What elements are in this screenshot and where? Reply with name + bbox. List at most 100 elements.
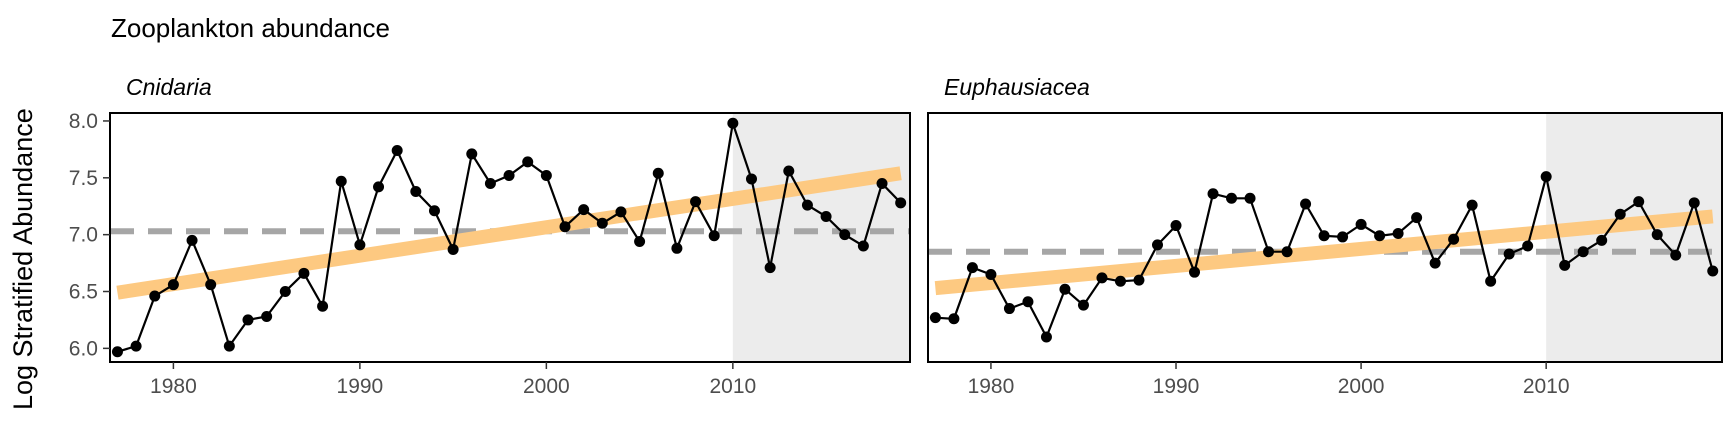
- data-point: [1022, 296, 1034, 308]
- trend-line: [116, 166, 902, 300]
- data-point: [1040, 331, 1052, 343]
- data-point: [1466, 199, 1478, 211]
- data-point: [242, 314, 254, 326]
- y-tick-label: 7.5: [69, 167, 98, 190]
- chart-title: Zooplankton abundance: [111, 13, 391, 43]
- data-point: [1374, 230, 1386, 242]
- data-point: [335, 175, 347, 187]
- data-point: [317, 300, 329, 312]
- trend-line: [934, 209, 1714, 296]
- data-point: [540, 170, 552, 182]
- data-point: [876, 177, 888, 189]
- shaded-period: [1546, 113, 1722, 362]
- data-point: [1392, 228, 1404, 240]
- data-point: [1522, 240, 1534, 252]
- x-tick-label: 1980: [968, 375, 1015, 398]
- data-point: [559, 221, 571, 233]
- data-point: [1355, 218, 1367, 230]
- data-point: [373, 181, 385, 193]
- data-point: [1651, 229, 1663, 241]
- data-point: [895, 197, 907, 209]
- data-point: [484, 177, 496, 189]
- data-point: [1670, 249, 1682, 261]
- y-tick-label: 8.0: [69, 110, 98, 133]
- y-tick-label: 6.0: [69, 337, 98, 360]
- panel-strip-label: Euphausiacea: [944, 74, 1090, 100]
- data-point: [466, 148, 478, 160]
- data-point: [205, 279, 217, 291]
- data-point: [1059, 283, 1071, 295]
- data-point: [1096, 272, 1108, 284]
- y-tick-label: 7.0: [69, 224, 98, 247]
- data-point: [223, 340, 235, 352]
- data-point: [820, 210, 832, 222]
- data-point: [671, 242, 683, 254]
- data-point: [839, 229, 851, 241]
- plot-area: [928, 113, 1722, 362]
- x-tick-label: 2010: [709, 375, 756, 398]
- data-point: [1226, 192, 1238, 204]
- x-tick-label: 2000: [1338, 375, 1385, 398]
- x-tick-label: 1990: [337, 375, 384, 398]
- data-point: [130, 340, 142, 352]
- x-tick-label: 2000: [523, 375, 570, 398]
- data-point: [727, 117, 739, 129]
- data-point: [948, 313, 960, 325]
- data-point: [985, 268, 997, 280]
- data-point: [391, 145, 403, 157]
- data-point: [745, 173, 757, 185]
- data-point: [447, 243, 459, 255]
- data-point: [1707, 265, 1719, 277]
- panel-frame: [109, 112, 911, 363]
- data-point: [186, 234, 198, 246]
- data-point: [615, 206, 627, 218]
- shaded-period: [732, 113, 910, 362]
- data-point: [1540, 171, 1552, 183]
- data-point: [1448, 233, 1460, 245]
- data-point: [690, 196, 702, 208]
- data-point: [1633, 196, 1645, 208]
- data-point: [1114, 275, 1126, 287]
- data-point: [1559, 259, 1571, 271]
- data-point: [929, 312, 941, 324]
- data-point: [857, 240, 869, 252]
- panel-euphausiacea: Euphausiacea 1980 1990 2000 2010: [927, 74, 1723, 398]
- data-point: [1337, 231, 1349, 243]
- data-point: [1281, 246, 1293, 258]
- data-point: [708, 230, 720, 242]
- data-point: [354, 239, 366, 251]
- data-point: [1485, 275, 1497, 287]
- data-point: [1596, 234, 1608, 246]
- data-point: [1077, 299, 1089, 311]
- data-point: [596, 217, 608, 229]
- data-point: [1429, 257, 1441, 269]
- data-point: [279, 286, 291, 298]
- data-point: [503, 170, 515, 182]
- data-point: [1152, 239, 1164, 251]
- data-point: [261, 311, 273, 323]
- data-point: [1411, 212, 1423, 224]
- y-tick-label: 6.5: [69, 281, 98, 304]
- data-point: [783, 165, 795, 177]
- data-point: [298, 267, 310, 279]
- plot-area: [110, 113, 910, 362]
- data-point: [1207, 188, 1219, 200]
- data-point: [1189, 266, 1201, 278]
- panel-cnidaria: Cnidaria 1980 1990 2000 2010 6.0 6.5 7.0 7.5 8.0: [69, 74, 911, 398]
- data-point: [149, 290, 161, 302]
- panel-strip-label: Cnidaria: [126, 74, 212, 100]
- data-point: [801, 199, 813, 211]
- data-point: [1244, 192, 1256, 204]
- data-point: [1318, 230, 1330, 242]
- data-point: [1577, 246, 1589, 258]
- data-point: [578, 204, 590, 216]
- data-point: [966, 262, 978, 274]
- data-point: [410, 185, 422, 197]
- data-point: [1688, 197, 1700, 209]
- data-point: [1614, 208, 1626, 220]
- data-point: [1263, 246, 1275, 258]
- data-point: [634, 235, 646, 247]
- x-tick-label: 2010: [1523, 375, 1570, 398]
- panel-frame: [927, 112, 1723, 363]
